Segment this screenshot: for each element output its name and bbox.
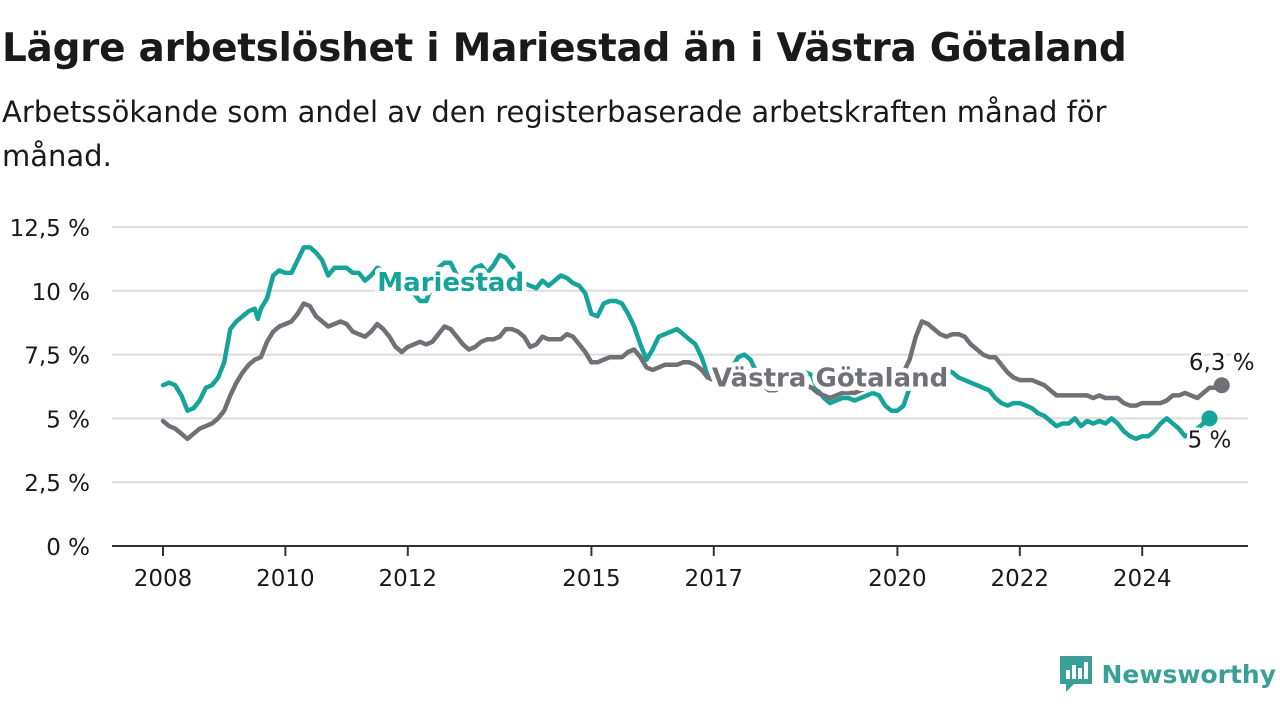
series-labels: 5 % 6,3 % Mariestad Västra Götaland — [373, 263, 1258, 456]
series-lines — [160, 245, 1230, 442]
chart-title: Lägre arbetslöshet i Mariestad än i Väst… — [2, 26, 1127, 71]
brand-name: Newsworthy — [1101, 659, 1277, 689]
x-axis: 2008 2010 2012 2015 2017 2020 2022 2024 — [112, 545, 1248, 592]
gridlines — [112, 226, 1248, 484]
y-tick-label: 5 % — [46, 407, 90, 433]
brand: Newsworthy — [1058, 654, 1277, 694]
y-tick-label: 10 % — [32, 280, 90, 306]
x-tick-label: 2015 — [562, 566, 621, 592]
series-name-label: Mariestad — [377, 268, 524, 298]
x-tick-label: 2020 — [868, 566, 927, 592]
x-tick-label: 2017 — [685, 566, 744, 592]
end-value-label: 5 % — [1188, 427, 1232, 453]
end-point-marker — [1201, 410, 1218, 427]
x-tick-label: 2022 — [991, 566, 1050, 592]
x-tick-label: 2024 — [1113, 566, 1172, 592]
end-point-marker — [1213, 377, 1230, 394]
x-tick-label: 2010 — [256, 566, 315, 592]
x-tick-label: 2008 — [134, 566, 193, 592]
x-tick-label: 2012 — [379, 566, 438, 592]
y-tick-label: 2,5 % — [24, 471, 90, 497]
y-axis: 0 % 2,5 % 5 % 7,5 % 10 % 12,5 % — [10, 216, 90, 561]
series-name-label: Västra Götaland — [712, 364, 948, 394]
chart-subtitle: Arbetssökande som andel av den registerb… — [2, 95, 1107, 173]
y-tick-label: 7,5 % — [24, 344, 90, 370]
end-value-label: 6,3 % — [1189, 350, 1255, 376]
y-tick-label: 0 % — [46, 535, 90, 561]
y-tick-label: 12,5 % — [10, 216, 90, 242]
series-line-mariestad — [160, 245, 1212, 442]
newsworthy-logo-icon — [1059, 656, 1092, 692]
series-line-vastra-gotaland — [160, 301, 1225, 442]
